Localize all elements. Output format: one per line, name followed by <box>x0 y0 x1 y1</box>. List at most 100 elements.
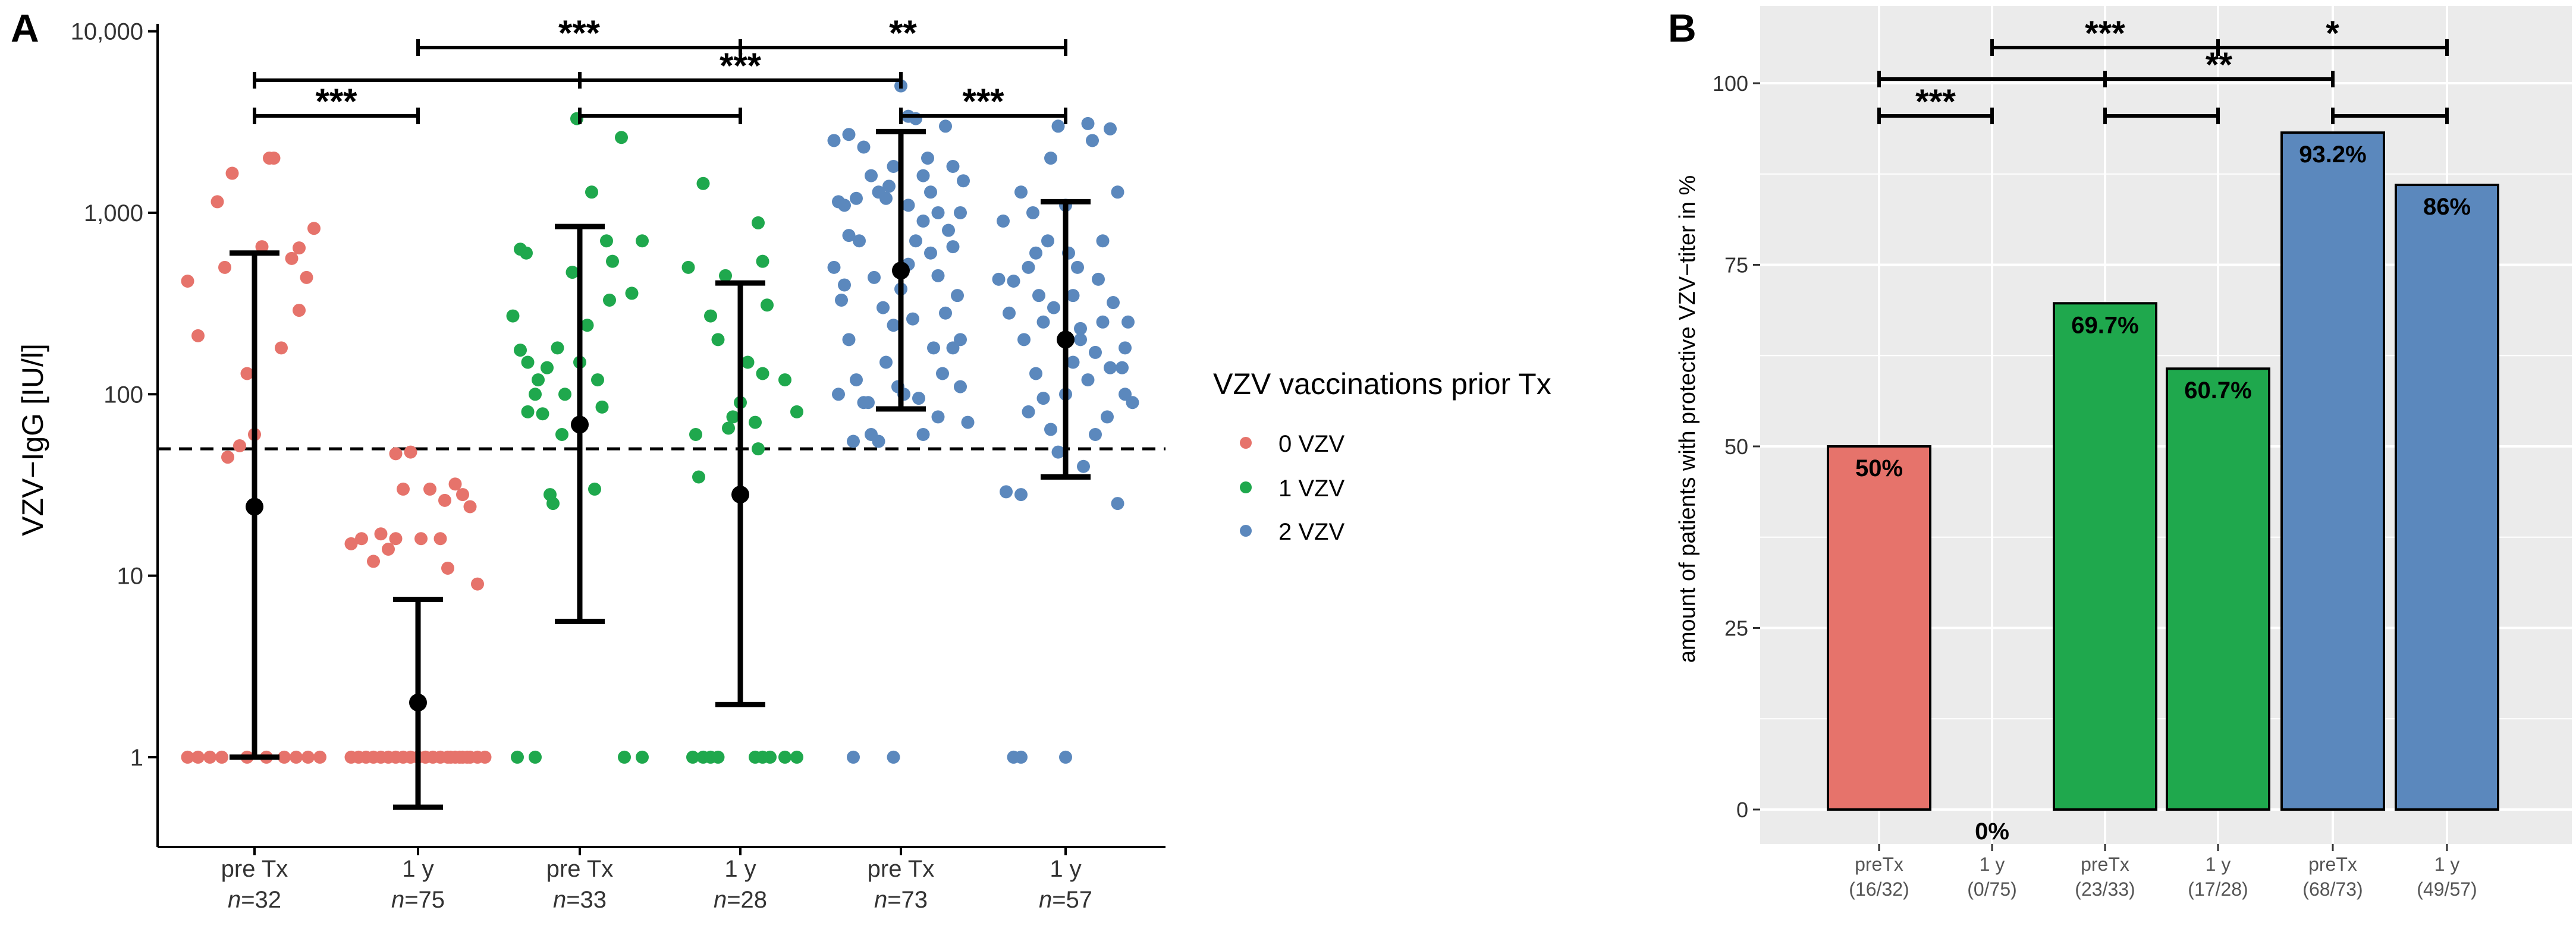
panel-a-x-tick-label: pre Tx <box>221 856 288 882</box>
panel-a-data-point <box>722 421 735 435</box>
panel-b-y-tick-label: 50 <box>1724 434 1748 459</box>
panel-a-data-point <box>1041 234 1054 248</box>
panel-a-data-point <box>778 373 791 387</box>
panel-a-data-point <box>924 185 937 199</box>
panel-a-data-point <box>916 214 930 228</box>
panel-b-bar <box>2166 367 2270 811</box>
panel-a-data-point <box>456 488 469 502</box>
panel-a-x-tick-n-label: n=57 <box>1039 887 1092 913</box>
panel-a-data-point <box>521 355 535 369</box>
panel-a-data-point <box>954 206 967 219</box>
panel-a-data-point <box>285 251 299 265</box>
panel-a-data-point <box>931 206 945 219</box>
panel-a-data-point <box>1014 750 1028 764</box>
panel-a-data-point <box>181 750 194 764</box>
panel-a-data-point <box>1119 341 1132 355</box>
panel-a-y-axis-title: VZV−IgG [IU/l] <box>16 344 49 536</box>
panel-a-data-point <box>225 166 239 180</box>
panel-a-data-point <box>692 470 705 484</box>
panel-a-data-point <box>689 428 702 442</box>
panel-a-data-point <box>1036 392 1050 405</box>
panel-a-data-point <box>1111 185 1124 199</box>
panel-a-mean-point <box>409 694 427 712</box>
panel-a-data-point <box>942 223 955 237</box>
panel-a-data-point <box>1029 367 1042 380</box>
panel-a-data-point <box>275 341 288 355</box>
panel-a-data-point <box>1104 122 1117 136</box>
panel-a-data-point <box>529 388 542 401</box>
panel-a-data-point <box>1022 405 1035 418</box>
panel-a-data-point <box>954 333 967 347</box>
panel-a-data-point <box>882 179 896 193</box>
panel-a-data-point <box>1051 119 1065 133</box>
panel-a-x-tick-label: pre Tx <box>546 856 614 882</box>
panel-b-y-ticks: 0 25 50 75 100 <box>1713 71 1760 822</box>
legend-marker-1-vzv <box>1240 481 1252 493</box>
panel-a-data-point <box>625 286 639 300</box>
panel-a-data-point <box>255 240 269 254</box>
panel-a-data-point <box>790 750 803 764</box>
panel-b-y-axis-title: amount of patients with protective VZV−t… <box>1675 175 1700 663</box>
panel-a-data-point <box>1003 306 1016 320</box>
panel-a-data-point <box>541 361 554 374</box>
panel-b-letter: B <box>1668 6 1697 50</box>
legend-label-1-vzv: 1 VZV <box>1278 475 1344 502</box>
panel-a-data-point <box>865 169 878 182</box>
panel-a-data-point <box>460 750 474 764</box>
panel-a-data-point <box>696 177 710 190</box>
panel-a-data-point <box>1022 260 1035 274</box>
panel-a-data-point <box>1101 410 1114 424</box>
panel-a-data-point <box>300 270 313 284</box>
panel-b-bars: 50% 0% 69.7% 60.7% 93.2% 86% <box>1827 131 2499 845</box>
panel-a-data-point <box>909 112 922 125</box>
panel-a-x-tick-n-label: n=75 <box>391 887 445 913</box>
panel-b-x-tick-count-label: (16/32) <box>1849 878 1909 900</box>
panel-a-mean-point <box>246 497 263 516</box>
panel-a-data-point <box>307 222 321 235</box>
panel-a-y-tick-label: 10,000 <box>71 19 143 45</box>
panel-a-data-point <box>931 410 945 424</box>
panel-b-bar-value-label: 50% <box>1855 455 1903 481</box>
panel-a-data-point <box>752 442 765 456</box>
panel-a-data-point <box>344 537 358 550</box>
panel-a-data-point <box>580 319 594 332</box>
panel-a-mean-point <box>1057 330 1075 349</box>
panel-b-x-tick-label: preTx <box>1855 854 1903 875</box>
panel-a-data-point <box>1092 272 1105 286</box>
panel-a-data-point <box>521 405 535 418</box>
panel-a-data-point <box>901 199 915 212</box>
panel-b-bar <box>1827 445 1931 811</box>
legend-item-1-vzv: 1 VZV <box>1240 475 1344 502</box>
panel-b-x-ticks: preTx (16/32) 1 y (0/75) preTx (23/33) 1 y (17/… <box>1849 844 2477 900</box>
panel-a-data-point <box>879 355 893 369</box>
panel-a-data-point <box>529 750 542 764</box>
panel-a-data-point <box>532 373 545 387</box>
panel-a-data-point <box>511 750 524 764</box>
panel-a-data-point <box>756 254 769 268</box>
panel-a-data-point <box>382 542 395 556</box>
panel-a-data-point <box>1059 750 1072 764</box>
panel-a-data-point <box>301 750 315 764</box>
panel-a-x-tick-label: pre Tx <box>868 856 935 882</box>
legend-title: VZV vaccinations prior Tx <box>1213 367 1551 401</box>
panel-a-data-point <box>946 240 960 254</box>
panel-a-data-point <box>842 229 856 243</box>
panel-a-data-point <box>1032 289 1045 303</box>
panel-a-data-point <box>615 131 628 144</box>
panel-a-data-point <box>211 195 224 209</box>
panel-a-data-point <box>606 254 619 268</box>
panel-a-data-point <box>221 451 234 464</box>
panel-a-data-point <box>1044 152 1057 165</box>
panel-a-data-point <box>850 191 863 205</box>
panel-a-data-point <box>927 341 940 355</box>
panel-a-data-point <box>827 260 841 274</box>
legend-marker-0-vzv <box>1240 437 1252 449</box>
panel-a-data-point <box>278 750 291 764</box>
panel-a-data-point <box>939 306 952 320</box>
panel-a-y-tick-label: 100 <box>103 382 143 408</box>
panel-a-data-point <box>1074 322 1087 335</box>
panel-a-data-point <box>719 269 732 282</box>
panel-a-data-point <box>850 373 863 387</box>
panel-b-x-tick-label: 1 y <box>1980 854 2005 875</box>
panel-a-x-tick-n-label: n=33 <box>553 887 607 913</box>
